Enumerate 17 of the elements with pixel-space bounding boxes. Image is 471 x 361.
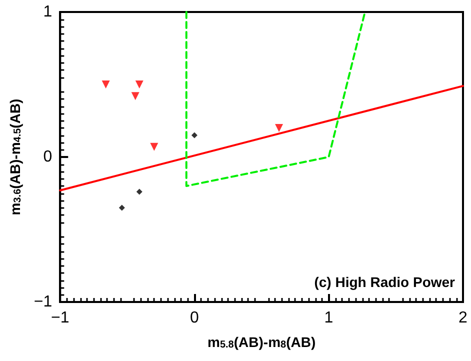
- point: [118, 204, 125, 211]
- point: [135, 80, 144, 88]
- y-tick-label: −1: [34, 294, 52, 310]
- x-tick-label: 2: [458, 310, 468, 326]
- annotation: (c) High Radio Power: [314, 274, 456, 290]
- point: [275, 124, 284, 132]
- x-axis-title: m5.8(AB)-m8(AB): [208, 334, 316, 350]
- point: [191, 132, 198, 138]
- x-tick-label: 1: [324, 310, 334, 326]
- y-axis-title: m3.6(AB)-m4.5(AB): [7, 98, 24, 216]
- x-tick-label: 0: [190, 310, 199, 326]
- point: [136, 188, 142, 195]
- point: [131, 92, 140, 100]
- point: [150, 142, 158, 151]
- y-tick-label: 1: [43, 4, 52, 20]
- point: [102, 80, 110, 88]
- y-tick-label: 0: [43, 148, 52, 166]
